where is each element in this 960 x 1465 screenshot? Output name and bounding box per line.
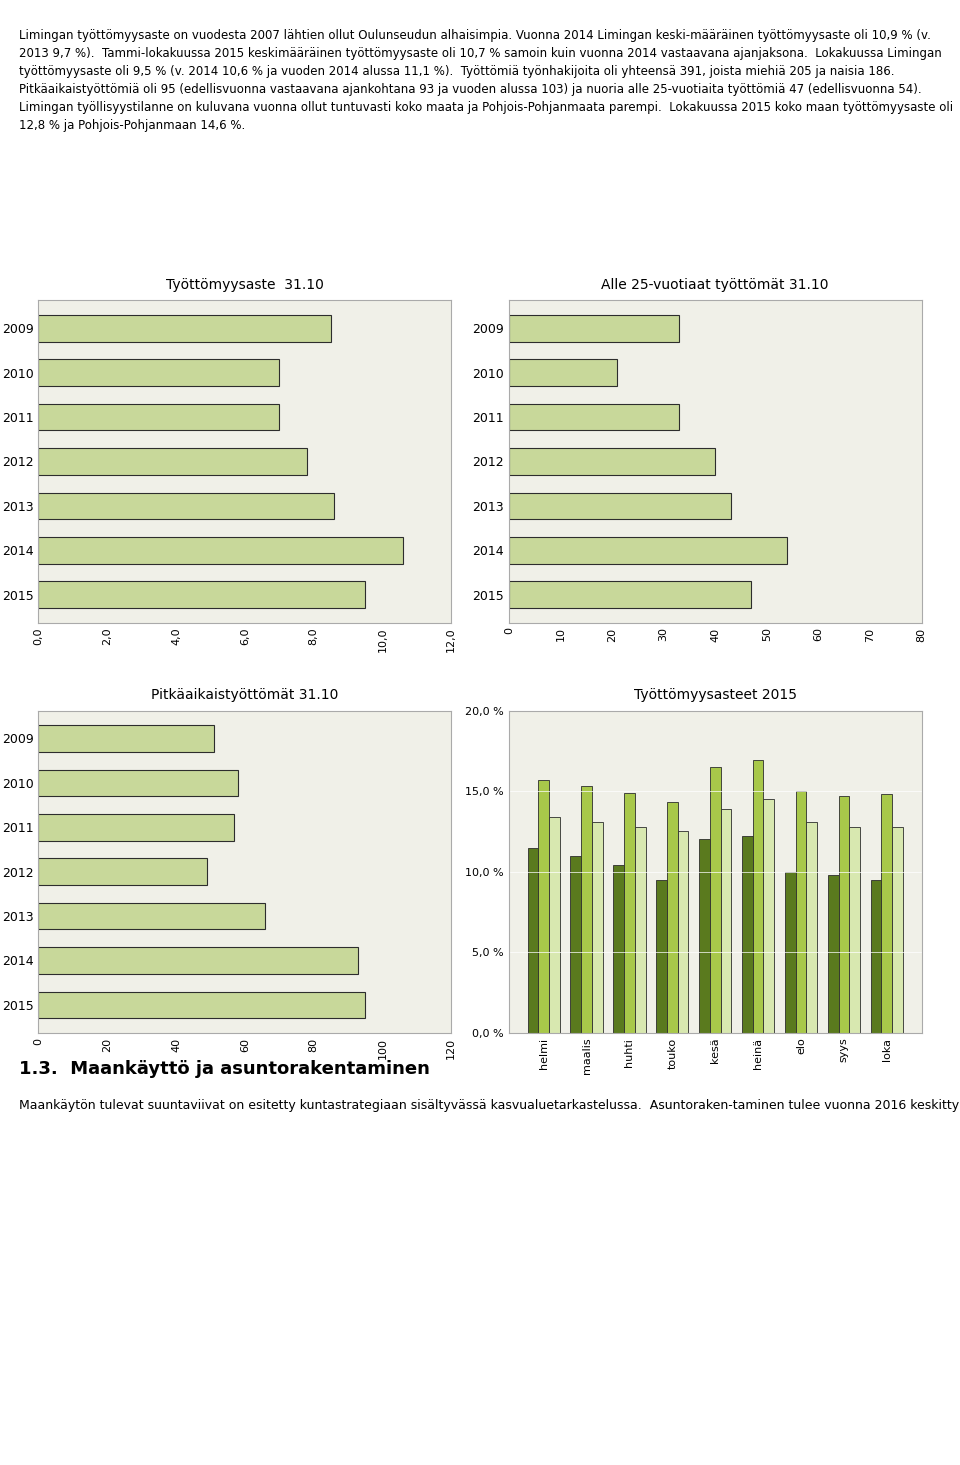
Bar xyxy=(509,582,752,608)
Bar xyxy=(828,875,838,1033)
Bar xyxy=(509,359,617,385)
Bar xyxy=(38,769,238,795)
Bar xyxy=(38,582,365,608)
Bar xyxy=(838,795,850,1033)
Bar xyxy=(753,760,763,1033)
Bar xyxy=(785,872,796,1033)
Text: 1.3.  Maankäyttö ja asuntorakentaminen: 1.3. Maankäyttö ja asuntorakentaminen xyxy=(19,1061,430,1078)
Bar xyxy=(528,847,539,1033)
Bar xyxy=(871,879,881,1033)
Bar xyxy=(892,826,902,1033)
Bar xyxy=(509,404,679,431)
Bar xyxy=(721,809,732,1033)
Title: Työttömyysasteet 2015: Työttömyysasteet 2015 xyxy=(634,689,797,702)
Bar xyxy=(570,856,581,1033)
Bar xyxy=(38,858,207,885)
Bar xyxy=(796,791,806,1033)
Bar xyxy=(624,793,635,1033)
Bar xyxy=(38,359,279,385)
Bar xyxy=(38,902,265,929)
Bar xyxy=(742,837,753,1033)
Bar xyxy=(38,948,358,974)
Title: Työttömyysaste  31.10: Työttömyysaste 31.10 xyxy=(166,278,324,292)
Bar xyxy=(509,492,731,519)
Bar xyxy=(38,992,365,1018)
Bar xyxy=(850,826,860,1033)
Bar xyxy=(806,822,817,1033)
Bar xyxy=(592,822,603,1033)
Bar xyxy=(509,315,679,341)
Bar xyxy=(678,832,688,1033)
Bar xyxy=(581,787,592,1033)
Bar xyxy=(38,492,334,519)
Bar xyxy=(38,404,279,431)
Bar xyxy=(709,768,721,1033)
Bar xyxy=(38,448,306,475)
Text: Limingan työttömyysaste on vuodesta 2007 lähtien ollut Oulunseudun alhaisimpia. : Limingan työttömyysaste on vuodesta 2007… xyxy=(19,29,953,132)
Bar xyxy=(38,725,214,752)
Bar xyxy=(549,817,560,1033)
Bar xyxy=(509,448,715,475)
Title: Pitkäaikaistyöttömät 31.10: Pitkäaikaistyöttömät 31.10 xyxy=(151,689,339,702)
Bar xyxy=(539,779,549,1033)
Text: Maankäytön tulevat suuntaviivat on esitetty kuntastrategiaan sisältyvässä kasvua: Maankäytön tulevat suuntaviivat on esite… xyxy=(19,1099,960,1112)
Bar xyxy=(667,803,678,1033)
Bar xyxy=(763,800,774,1033)
Bar xyxy=(657,879,667,1033)
Bar xyxy=(38,538,403,564)
Bar xyxy=(699,839,709,1033)
Bar xyxy=(38,315,331,341)
Bar xyxy=(635,826,645,1033)
Title: Alle 25-vuotiaat työttömät 31.10: Alle 25-vuotiaat työttömät 31.10 xyxy=(602,278,828,292)
Bar xyxy=(509,538,787,564)
Bar xyxy=(613,866,624,1033)
Bar xyxy=(38,815,234,841)
Bar xyxy=(881,794,892,1033)
